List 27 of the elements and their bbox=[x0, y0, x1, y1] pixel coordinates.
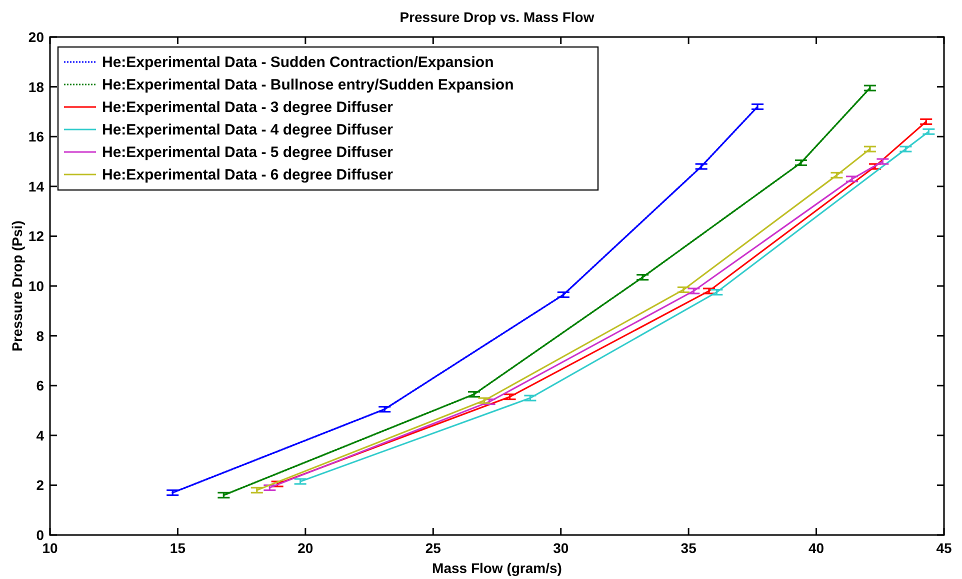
x-tick-label: 40 bbox=[808, 540, 824, 556]
y-tick-label: 0 bbox=[36, 527, 44, 543]
x-tick-label: 30 bbox=[553, 540, 569, 556]
chart-title: Pressure Drop vs. Mass Flow bbox=[400, 9, 594, 25]
legend-label: He:Experimental Data - 3 degree Diffuser bbox=[102, 99, 394, 116]
legend-label: He:Experimental Data - Sudden Contraction/Expansion bbox=[102, 54, 494, 71]
legend-label: He:Experimental Data - 4 degree Diffuser bbox=[102, 122, 394, 138]
y-tick-label: 4 bbox=[36, 427, 44, 444]
legend-label: He:Experimental Data - 5 degree Diffuser bbox=[102, 144, 394, 161]
y-tick-label: 10 bbox=[28, 278, 44, 294]
y-tick-label: 2 bbox=[36, 477, 44, 494]
y-tick-label: 12 bbox=[28, 228, 44, 244]
x-tick-label: 45 bbox=[936, 540, 952, 556]
x-tick-label: 20 bbox=[298, 540, 314, 556]
legend-label: He:Experimental Data - Bullnose entry/Sudden Expansion bbox=[102, 76, 514, 94]
y-tick-label: 6 bbox=[36, 378, 44, 394]
x-axis-title: Mass Flow (gram/s) bbox=[432, 560, 562, 576]
x-tick-label: 15 bbox=[170, 540, 186, 556]
y-tick-label: 16 bbox=[28, 128, 44, 145]
y-tick-label: 8 bbox=[36, 328, 44, 344]
x-tick-label: 25 bbox=[425, 540, 442, 556]
y-tick-label: 18 bbox=[28, 78, 44, 95]
legend-label: He:Experimental Data - 6 degree Diffuser bbox=[102, 166, 394, 184]
y-axis-title: Pressure Drop (Psi) bbox=[9, 220, 25, 352]
y-tick-label: 20 bbox=[28, 29, 44, 45]
y-tick-label: 14 bbox=[28, 178, 44, 194]
x-tick-label: 35 bbox=[680, 540, 697, 556]
